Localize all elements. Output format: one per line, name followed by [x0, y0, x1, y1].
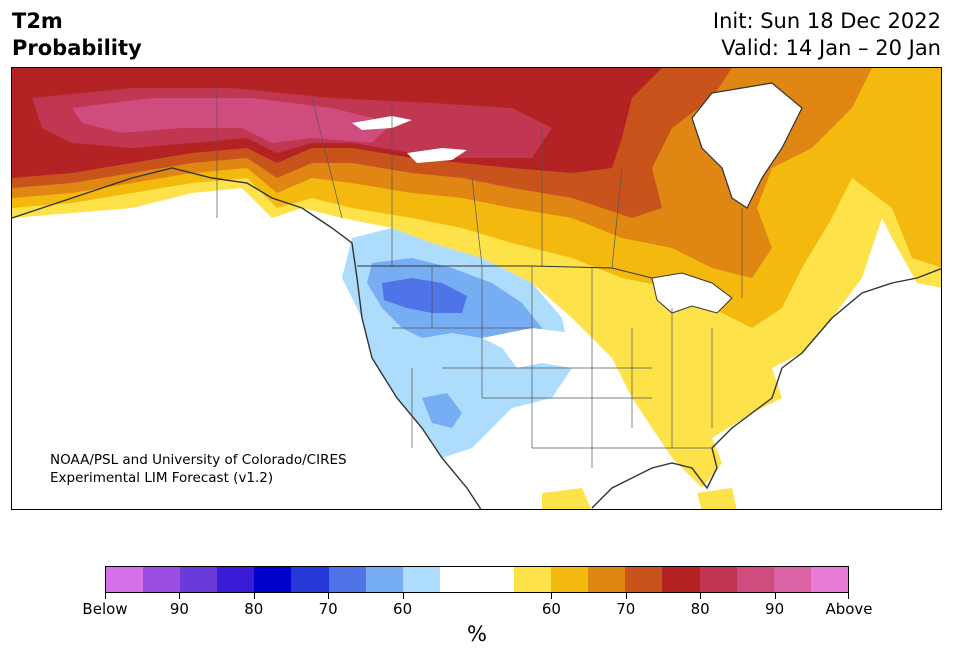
colorbar-tick-label: 60: [541, 600, 561, 618]
colorbar-tick: [328, 593, 330, 599]
colorbar: [105, 566, 849, 593]
region-above-90: [72, 98, 392, 143]
colorbar-cell: [254, 567, 292, 592]
colorbar-tick: [402, 593, 404, 599]
colorbar-tick: [700, 593, 702, 599]
colorbar-cell: [476, 567, 515, 592]
colorbar-tick-label: 70: [318, 600, 338, 618]
valid-date: Valid: 14 Jan – 20 Jan: [721, 36, 941, 60]
colorbar-tick-label: Above: [825, 600, 873, 618]
colorbar-tick-label: 80: [244, 600, 264, 618]
region-below-70: [382, 278, 467, 313]
colorbar-cell: [439, 567, 477, 592]
colorbar-cell: [106, 567, 144, 592]
great-lakes: [651, 272, 733, 314]
coastline-east: [591, 268, 941, 509]
region-above-55-mexico: [542, 488, 592, 509]
region-below-60b: [422, 393, 462, 428]
colorbar-tick: [625, 593, 627, 599]
arctic-inlet-1: [352, 116, 412, 130]
colorbar-tick: [848, 593, 849, 599]
hudson-bay: [691, 82, 803, 209]
map-svg: [12, 68, 941, 509]
credit-line-2: Experimental LIM Forecast (v1.2): [50, 470, 274, 486]
map-credit: NOAA/PSL and University of Colorado/CIRE…: [50, 451, 347, 487]
colorbar-cell: [402, 567, 440, 592]
colorbar-cell: [699, 567, 737, 592]
colorbar-cell: [736, 567, 774, 592]
title-line-2: Probability: [12, 36, 142, 60]
colorbar-tick: [551, 593, 553, 599]
colorbar-cell: [810, 567, 848, 592]
colorbar-unit: %: [467, 622, 487, 646]
title-line-1: T2m: [12, 9, 63, 33]
colorbar-cell: [662, 567, 700, 592]
colorbar-cell: [551, 567, 589, 592]
state-lines: [392, 266, 713, 468]
coastline-west: [12, 167, 482, 509]
colorbar-cell: [143, 567, 181, 592]
colorbar-tick-label: 80: [690, 600, 710, 618]
map-title: T2m Probability: [12, 8, 142, 62]
colorbar-cell: [365, 567, 403, 592]
colorbar-tick-label: 60: [393, 600, 413, 618]
colorbar-tick: [774, 593, 776, 599]
colorbar-tick: [179, 593, 181, 599]
colorbar-cell: [180, 567, 218, 592]
region-neutral: [482, 328, 712, 509]
colorbar-cell: [588, 567, 626, 592]
colorbar-tick-label: 90: [169, 600, 189, 618]
province-lines: [216, 88, 743, 298]
colorbar-cell: [328, 567, 366, 592]
colorbar-tick: [253, 593, 255, 599]
colorbar-ticks: [105, 593, 849, 603]
colorbar-tick-label: Below: [82, 600, 128, 618]
init-date: Init: Sun 18 Dec 2022: [712, 9, 941, 33]
forecast-map: NOAA/PSL and University of Colorado/CIRE…: [11, 67, 942, 510]
colorbar-cell: [773, 567, 811, 592]
arctic-inlet-2: [407, 148, 467, 163]
credit-line-1: NOAA/PSL and University of Colorado/CIRE…: [50, 452, 347, 468]
colorbar-cell: [625, 567, 663, 592]
colorbar-cell: [514, 567, 552, 592]
colorbar-cell: [291, 567, 329, 592]
colorbar-tick-label: 70: [616, 600, 636, 618]
colorbar-tick-label: 90: [765, 600, 785, 618]
forecast-dates: Init: Sun 18 Dec 2022 Valid: 14 Jan – 20…: [713, 8, 941, 62]
region-above-55-cuba: [697, 488, 737, 509]
colorbar-cell: [217, 567, 255, 592]
colorbar-tick: [105, 593, 106, 599]
